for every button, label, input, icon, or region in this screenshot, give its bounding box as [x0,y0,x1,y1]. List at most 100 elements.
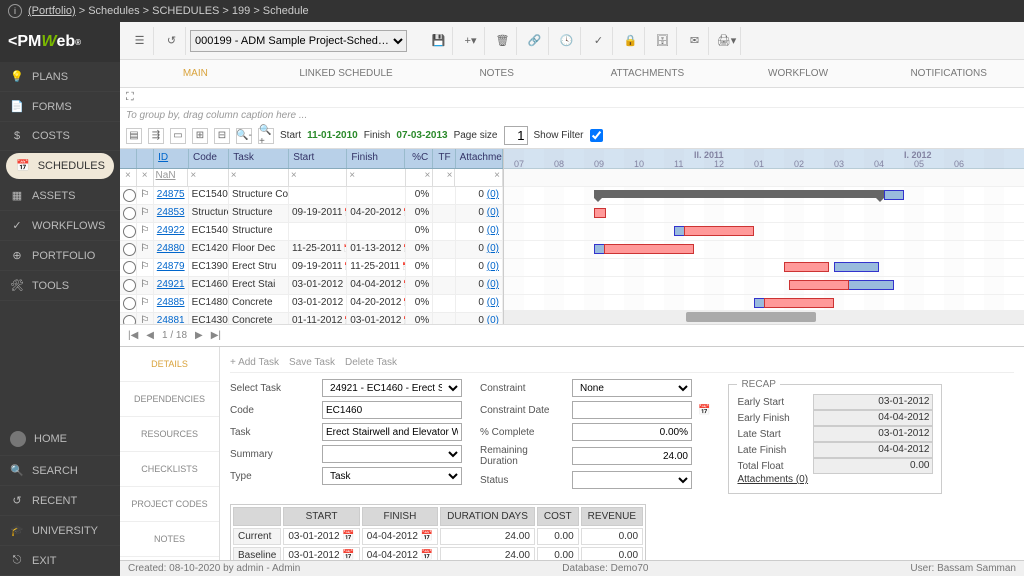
mail-icon[interactable]: ✉ [681,27,709,55]
detail-tab-project codes[interactable]: PROJECT CODES [120,487,219,522]
col-header[interactable]: %C [405,149,433,168]
add-task-button[interactable]: + Add Task [230,357,279,368]
table-row[interactable]: ⚐ 24885 EC1480 Concrete 03-01-2012📅 04-2… [120,295,503,313]
col-header[interactable]: Finish [347,149,405,168]
gantt-chart[interactable]: II. 2011I. 2012070809101112010203040506 [504,149,1024,324]
gantt-bar[interactable] [594,208,606,218]
remdur-input[interactable] [572,447,692,465]
zoomout-icon[interactable]: 🔍- [236,128,252,144]
calendar-icon[interactable]: 📅 [342,531,354,542]
row-id[interactable]: 24885 [154,295,189,312]
gantt-bar[interactable] [884,190,904,200]
briefcase-icon[interactable]: 🗄 [649,27,677,55]
pager-next-icon[interactable]: ▶ [195,330,203,341]
history-icon[interactable]: ↺ [158,27,186,55]
col-header[interactable]: Code [189,149,229,168]
info-icon[interactable]: i [8,4,22,18]
tab-workflow[interactable]: WORKFLOW [723,60,874,87]
col-header[interactable]: Task [229,149,289,168]
breadcrumb[interactable]: (Portfolio) > Schedules > SCHEDULES > 19… [28,5,309,17]
sidebar-item-recent[interactable]: ↺RECENT [0,486,120,516]
filter-cell[interactable]: × [289,169,347,187]
constraint-select[interactable]: None [572,379,692,397]
row-radio[interactable] [123,261,136,274]
row-id[interactable]: 24880 [154,241,189,258]
sidebar-item-exit[interactable]: ⎋EXIT [0,546,120,576]
sidebar-item-costs[interactable]: $COSTS [0,122,120,151]
col-header[interactable]: TF [433,149,455,168]
gantt-bar[interactable] [604,244,694,254]
save-task-button[interactable]: Save Task [289,357,335,368]
filter-cell[interactable]: × [347,169,405,187]
row-id[interactable]: 24881 [154,313,189,324]
table-row[interactable]: ⚐ 24881 EC1430 Concrete 01-11-2012📅 03-0… [120,313,503,324]
pager-prev-icon[interactable]: ◀ [146,330,154,341]
zoomin-icon[interactable]: 🔍+ [258,128,274,144]
row-radio[interactable] [123,207,136,220]
check-icon[interactable]: ✓ [585,27,613,55]
col-header[interactable]: Start [289,149,347,168]
gantt-bar[interactable] [789,280,849,290]
delete-task-button[interactable]: Delete Task [345,357,397,368]
row-id[interactable]: 24921 [154,277,189,294]
type-select[interactable]: Task [322,467,462,485]
tab-linked schedule[interactable]: LINKED SCHEDULE [271,60,422,87]
filter-cell[interactable]: × [455,169,503,187]
table-row[interactable]: ⚐ 24922 EC1540 Structure 0% 0 (0) [120,223,503,241]
pager-first-icon[interactable]: |◀ [128,330,138,341]
attachments-link[interactable]: Attachments (0) [737,474,808,485]
task-input[interactable] [322,423,462,441]
row-radio[interactable] [123,315,136,324]
gantt-bar[interactable] [784,262,829,272]
tree-icon[interactable]: ▤ [126,128,142,144]
fullscreen-icon[interactable]: ⛶ [126,91,134,103]
gantt-scrollbar[interactable] [504,310,1024,324]
link-icon[interactable]: 🔗 [521,27,549,55]
expand-icon[interactable]: ⊞ [192,128,208,144]
calendar-icon[interactable]: 📅 [421,531,433,542]
row-id[interactable]: 24922 [154,223,189,240]
menu-icon[interactable]: ☰ [126,27,154,55]
sidebar-item-plans[interactable]: 💡PLANS [0,62,120,92]
clock-icon[interactable]: 🕓 [553,27,581,55]
table-row[interactable]: ⚐ 24921 EC1460 Erect Stai 03-01-2012📅 04… [120,277,503,295]
gantt-bar[interactable] [594,190,884,198]
add-icon[interactable]: +▾ [457,27,485,55]
sidebar-item-forms[interactable]: 📄FORMS [0,92,120,122]
tab-attachments[interactable]: ATTACHMENTS [572,60,723,87]
filter-cell[interactable]: × [137,169,154,187]
table-row[interactable]: ⚐ 24880 EC1420 Floor Dec 11-25-2011📅 01-… [120,241,503,259]
row-id[interactable]: 24875 [154,187,189,204]
sidebar-item-search[interactable]: 🔍SEARCH [0,456,120,486]
code-input[interactable] [322,401,462,419]
row-radio[interactable] [123,189,136,202]
row-id[interactable]: 24853 [154,205,189,222]
sidebar-item-home[interactable]: HOME [0,423,120,456]
col-header[interactable]: ID [154,149,189,168]
sidebar-item-tools[interactable]: 🛠TOOLS [0,271,120,301]
sidebar-item-workflows[interactable]: ✓WORKFLOWS [0,211,120,241]
row-id[interactable]: 24879 [154,259,189,276]
tab-main[interactable]: MAIN [120,60,271,87]
row-radio[interactable] [123,279,136,292]
save-icon[interactable]: 💾 [425,27,453,55]
lock-icon[interactable]: 🔒 [617,27,645,55]
sidebar-item-university[interactable]: 🎓UNIVERSITY [0,516,120,546]
status-select[interactable] [572,471,692,489]
print-icon[interactable]: 🖨▾ [713,27,741,55]
row-radio[interactable] [123,297,136,310]
filter-cell[interactable]: NaN [154,169,189,187]
filter-cell[interactable]: × [406,169,434,187]
filter-cell[interactable]: × [433,169,455,187]
col-header[interactable]: Attachments [456,149,503,168]
pagesize-input[interactable] [504,126,528,145]
constraint-date[interactable] [572,401,692,419]
delete-icon[interactable]: 🗑 [489,27,517,55]
sidebar-item-portfolio[interactable]: ⊕PORTFOLIO [0,241,120,271]
tab-notes[interactable]: NOTES [421,60,572,87]
pct-input[interactable] [572,423,692,441]
gantt-bar[interactable] [684,226,754,236]
filter-cell[interactable]: × [120,169,137,187]
gantt-bar[interactable] [834,262,879,272]
filter-cell[interactable]: × [229,169,289,187]
